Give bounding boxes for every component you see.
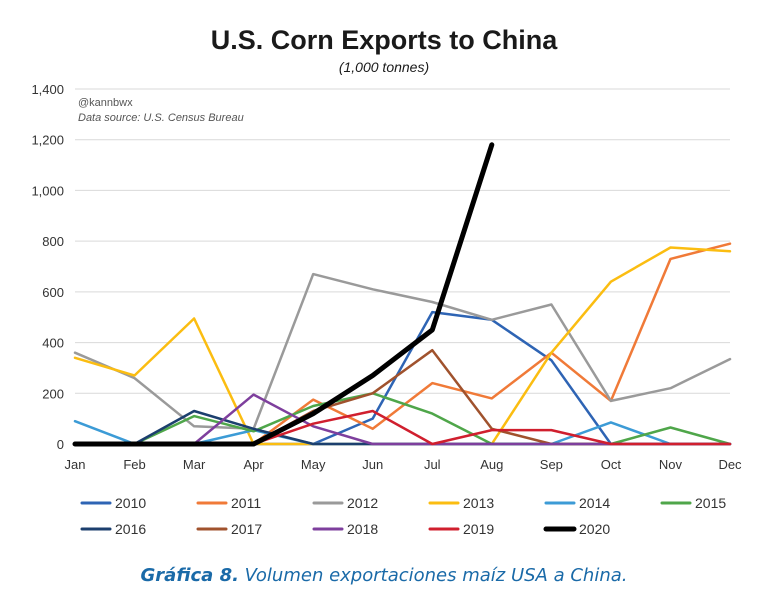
series-lines [72, 142, 732, 447]
series-line-2020 [72, 142, 495, 447]
y-tick-label: 1,200 [31, 133, 64, 148]
legend-label-2019: 2019 [463, 521, 494, 537]
x-tick-label: Apr [244, 457, 265, 472]
series-line-2015 [73, 392, 732, 446]
y-tick-label: 400 [42, 336, 64, 351]
axes: 0 200 400 600 800 1,000 1,200 1,400 Jan Feb Mar Apr… [31, 82, 742, 472]
chart-annotation-handle: @kannbwx [78, 97, 133, 109]
caption-label: Gráfica 8. [140, 565, 239, 586]
chart-subtitle: (1,000 tonnes) [339, 59, 429, 75]
x-tick-label: Feb [123, 457, 145, 472]
x-tick-label: Dec [718, 457, 742, 472]
x-tick-label: Sep [540, 457, 563, 472]
series-line-2010 [73, 310, 732, 446]
legend-label-2011: 2011 [231, 495, 261, 511]
legend-label-2014: 2014 [579, 495, 610, 511]
legend: 2010 2011 2012 2013 2014 2015 2016 2017 2018 2019… [80, 495, 726, 537]
legend-label-2013: 2013 [463, 495, 494, 511]
x-tick-label: May [301, 457, 326, 472]
x-tick-label: Nov [659, 457, 683, 472]
legend-label-2017: 2017 [231, 521, 262, 537]
legend-label-2010: 2010 [115, 495, 146, 511]
legend-label-2016: 2016 [115, 521, 146, 537]
caption-text: Volumen exportaciones maíz USA a China. [238, 565, 628, 586]
y-tick-label: 0 [57, 437, 64, 452]
legend-label-2012: 2012 [347, 495, 378, 511]
series-line-2013 [73, 246, 732, 446]
series-line-2018 [73, 393, 732, 446]
x-tick-label: Jul [424, 457, 441, 472]
x-tick-label: Mar [183, 457, 206, 472]
y-tick-label: 600 [42, 285, 64, 300]
x-tick-label: Oct [601, 457, 622, 472]
y-tick-label: 200 [42, 386, 64, 401]
legend-label-2020: 2020 [579, 521, 610, 537]
chart-title: U.S. Corn Exports to China [211, 25, 559, 55]
legend-label-2018: 2018 [347, 521, 378, 537]
chart-annotation-source: Data source: U.S. Census Bureau [78, 112, 244, 124]
legend-label-2015: 2015 [695, 495, 726, 511]
figure-caption: Gráfica 8. Volumen exportaciones maíz US… [0, 565, 768, 586]
x-tick-label: Jun [362, 457, 383, 472]
y-tick-label: 1,400 [31, 82, 64, 97]
x-tick-label: Aug [480, 457, 503, 472]
series-line-2012 [73, 272, 732, 431]
x-tick-label: Jan [65, 457, 86, 472]
y-tick-label: 800 [42, 234, 64, 249]
series-line-2011 [73, 242, 732, 446]
gridlines [75, 88, 730, 394]
y-tick-label: 1,000 [31, 183, 64, 198]
chart: U.S. Corn Exports to China (1,000 tonnes… [31, 25, 742, 537]
